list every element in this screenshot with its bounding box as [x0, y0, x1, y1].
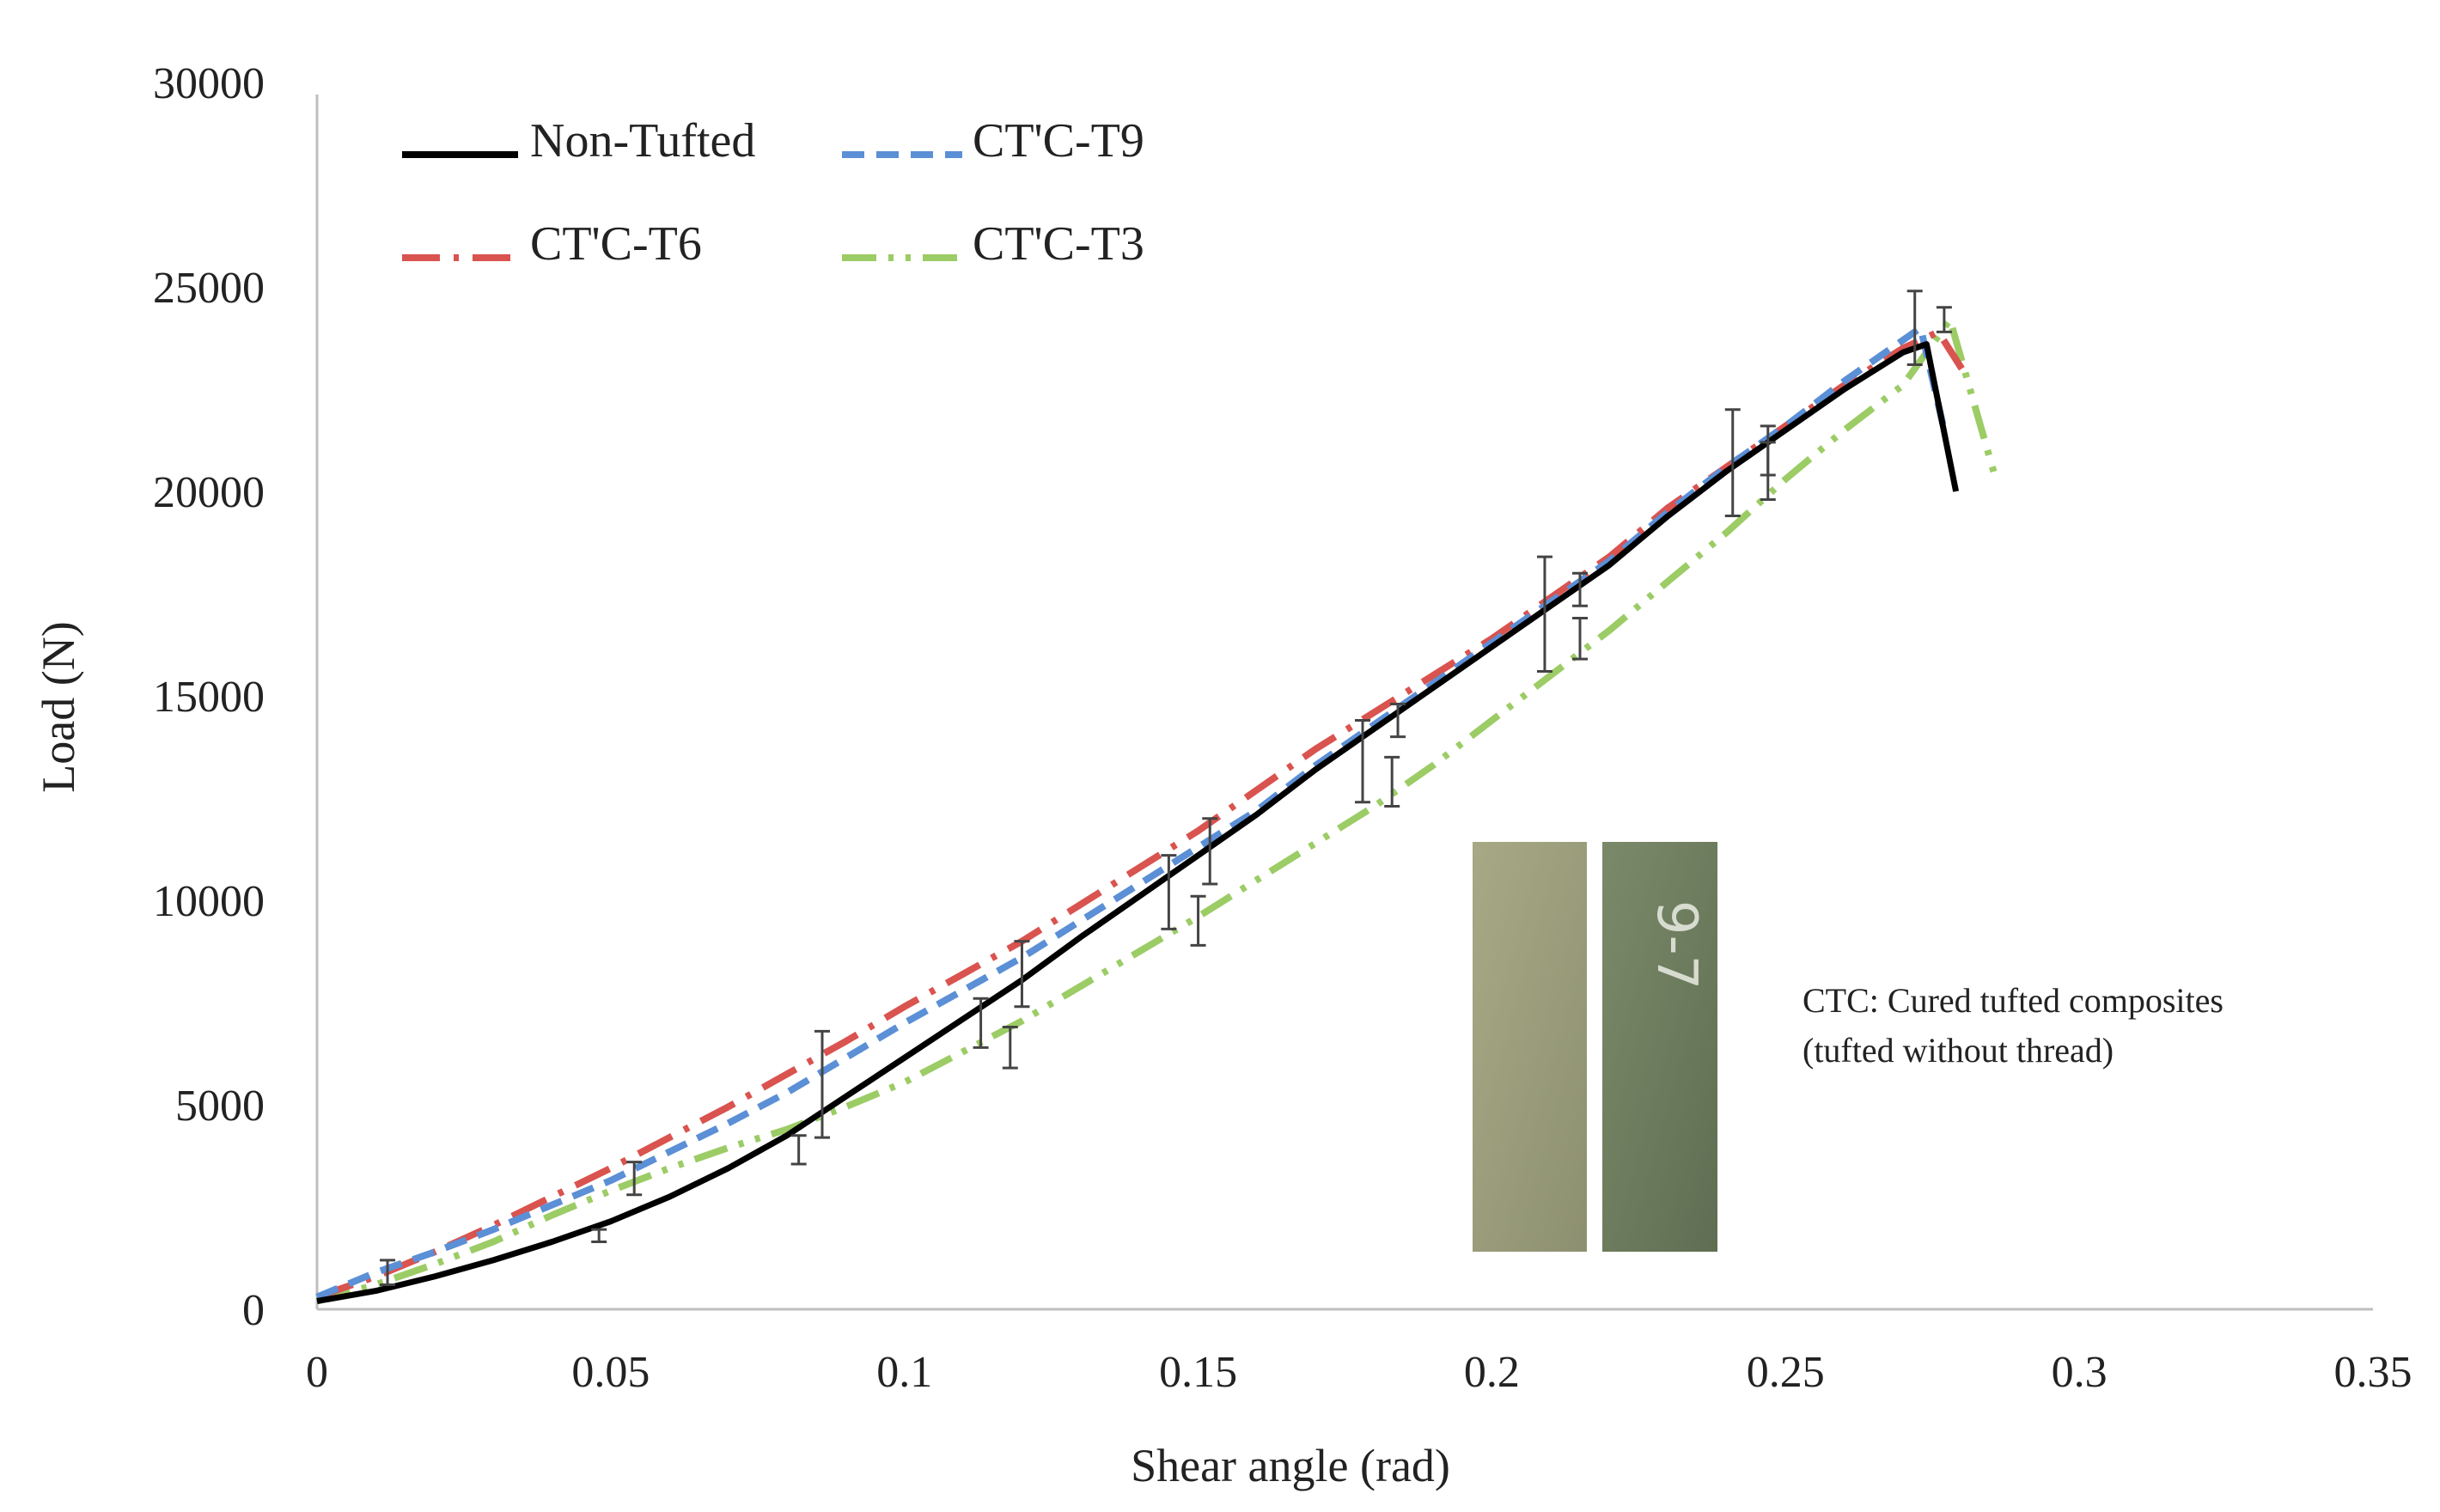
error-bar — [1724, 408, 1741, 518]
error-bar — [1390, 703, 1406, 739]
legend: Non-Tufted CT'C-T9 CT'C-T6 CT'C-T3 — [402, 114, 1144, 271]
error-bar — [1190, 894, 1206, 947]
specimen-panel-left — [1473, 842, 1587, 1252]
error-bar — [1002, 1026, 1018, 1070]
y-axis-title: Load (N) — [33, 621, 84, 792]
error-bar — [1014, 940, 1030, 1009]
error-bar — [1355, 719, 1371, 804]
series-line-ct-c-t9 — [315, 324, 1948, 1301]
series-line-ct-c-t3 — [315, 316, 2001, 1305]
y-tick-label: 5000 — [175, 1082, 265, 1131]
error-bar — [1936, 306, 1952, 333]
error-bar — [1384, 755, 1400, 808]
legend-label-ctc-t6: CT'C-T6 — [530, 217, 702, 271]
x-tick-label: 0.2 — [1464, 1348, 1520, 1397]
error-bar — [626, 1161, 643, 1197]
error-bar — [814, 1029, 830, 1139]
x-tick-label: 0.25 — [1747, 1348, 1825, 1397]
specimen-panel-right — [1602, 842, 1717, 1252]
error-bar — [790, 1134, 807, 1166]
error-bar — [1571, 571, 1588, 607]
x-tick-label: 0.05 — [571, 1348, 650, 1397]
x-tick-label: 0.15 — [1159, 1348, 1237, 1397]
x-tick-label: 0.3 — [2052, 1348, 2108, 1397]
y-tick-label: 25000 — [153, 264, 265, 313]
error-bar — [1571, 617, 1588, 661]
error-bar — [1906, 290, 1923, 366]
legend-label-ctc-t9: CT'C-T9 — [973, 114, 1144, 168]
annotation-line-2: (tufted without thread) — [1803, 1031, 2114, 1070]
x-tick-label: 0 — [306, 1348, 328, 1397]
error-bar — [1161, 854, 1177, 930]
error-bar — [973, 997, 989, 1049]
y-tick-label: 0 — [242, 1286, 265, 1335]
specimen-label: 9-7 — [1644, 900, 1708, 991]
series-layer — [315, 316, 2001, 1305]
y-tick-label: 15000 — [153, 673, 265, 722]
y-tick-label: 30000 — [153, 59, 265, 108]
error-bar — [1202, 817, 1218, 886]
y-tick-label: 10000 — [153, 877, 265, 926]
error-bar — [1536, 555, 1552, 673]
annotation-line-1: CTC: Cured tufted composites — [1803, 981, 2223, 1020]
error-bar — [1760, 441, 1776, 502]
legend-label-non-tufted: Non-Tufted — [530, 114, 755, 168]
specimen-photo: 9-7 — [1473, 842, 1717, 1252]
error-bar — [591, 1228, 607, 1243]
error-bar — [380, 1259, 396, 1286]
x-tick-label: 0.35 — [2334, 1348, 2413, 1397]
x-axis-title: Shear angle (rad) — [1131, 1440, 1450, 1491]
y-tick-labels: 0 5000 10000 15000 20000 25000 30000 — [153, 59, 265, 1335]
error-bar-layer — [380, 290, 1952, 1286]
x-tick-labels: 0 0.05 0.1 0.15 0.2 0.25 0.3 0.35 — [306, 1348, 2413, 1397]
x-tick-label: 0.1 — [876, 1348, 932, 1397]
legend-label-ctc-t3: CT'C-T3 — [973, 217, 1144, 271]
y-tick-label: 20000 — [153, 468, 265, 517]
